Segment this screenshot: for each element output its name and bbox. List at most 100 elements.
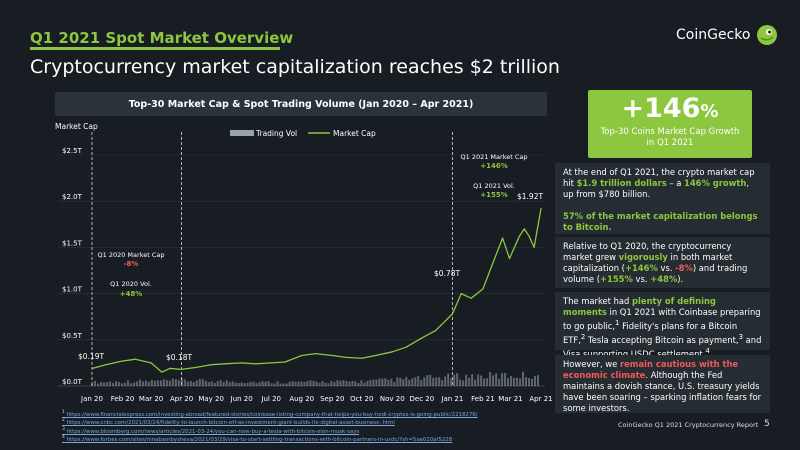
trading-vol-bar [423,377,426,386]
market-cap-point [523,228,525,230]
footnote-link[interactable]: 2 https://www.cnbc.com/2021/03/24/fideli… [62,418,395,427]
trading-vol-bar [186,381,189,386]
market-cap-point [121,360,124,362]
market-cap-point [134,358,136,360]
trading-vol-bar [312,380,315,386]
trading-vol-bar [453,374,456,386]
market-cap-point [374,354,377,357]
x-tick-label: Mar 20 [139,395,163,403]
trading-vol-bar [426,375,429,386]
trading-vol-bar [183,379,186,386]
section-title: Q1 2021 Spot Market Overview [30,29,294,47]
trading-vol-bar [129,383,132,386]
trading-vol-bar [135,381,138,386]
insight-panel-market-cap: At the end of Q1 2021, the crypto market… [555,163,770,234]
x-tick-label: Dec 20 [410,395,435,403]
market-cap-point [435,329,437,332]
growth-percent-sign: % [700,101,719,122]
highlight-market-cap: $1.9 trillion dollars [576,178,667,188]
trading-vol-bar [534,375,537,386]
market-cap-point [421,337,423,339]
insight-panel-moments: The market had plenty of defining moment… [555,292,770,358]
trading-vol-bar [360,380,363,386]
trading-vol-bar [282,383,285,386]
trading-vol-bar [231,381,234,386]
highlight-growth: 146% growth [684,178,747,188]
y-tick-label: $0.5T [62,332,83,340]
trading-vol-bar [270,383,273,386]
market-cap-point [91,367,93,370]
trading-vol-bar [213,382,216,386]
trading-vol-bar [330,380,333,386]
insight-panel-growth: Relative to Q1 2020, the cryptocurrency … [555,237,770,288]
trading-vol-bar [387,379,390,386]
trading-vol-bar [258,381,261,386]
trading-vol-bar [507,378,510,386]
trading-vol-bar [309,380,312,386]
trading-vol-bar [339,380,342,386]
trading-vol-bar [489,372,492,386]
trading-vol-bar [291,381,294,386]
trading-vol-bar [117,381,120,386]
trading-vol-bar [237,382,240,386]
growth-caption-2: in Q1 2021 [646,138,694,148]
trading-vol-bar [519,378,522,386]
trading-vol-bar [252,381,255,386]
trading-vol-bar [432,377,435,386]
trading-vol-bar [153,380,156,386]
trading-vol-bar [189,380,192,386]
market-cap-point [533,246,535,248]
legend-market-cap: Market Cap [333,129,376,138]
trading-vol-bar [99,381,102,386]
highlight-defining-moments: plenty of defining moments [563,296,716,317]
trading-vol-bar [267,381,270,386]
annotation-q1-2021-market-cap: Q1 2021 Market Cap [461,153,528,161]
trading-vol-bar [216,381,219,386]
x-tick-label: Jan 20 [80,395,103,403]
trading-vol-bar [207,382,210,386]
annotation-q1-2020-vol-value: +48% [120,290,143,298]
trading-vol-bar [111,382,114,386]
footnote-link[interactable]: 3 https://www.bloomberg.com/news/article… [62,426,360,435]
trading-vol-bar [363,382,366,386]
trading-vol-bar [357,382,360,386]
y-axis-label: Market Cap [55,122,98,131]
trading-vol-bar [351,380,354,386]
trading-vol-bar [369,379,372,386]
market-cap-point [241,362,243,364]
trading-vol-bar [285,383,288,386]
trading-vol-bar [525,377,528,386]
annotation-q1-2020-market-cap: Q1 2020 Market Cap [98,251,165,259]
footnote-link[interactable]: 1 https://www.financialexpress.com/inves… [62,410,478,418]
market-cap-point [405,346,407,348]
trading-vol-bar [381,378,384,386]
trading-vol-bar [492,375,495,386]
market-cap-chart: Market Cap Trading Vol Market Cap $0.0T $0.5… [55,122,553,403]
footnote-link[interactable]: 4 https://www.forbes.com/sites/ninabamby… [62,435,453,443]
footnotes: 1 https://www.financialexpress.com/inves… [62,410,478,444]
brand: CoinGecko [676,24,778,46]
trading-vol-bar [450,378,453,386]
market-cap-point [345,356,347,358]
market-cap-point [254,363,257,365]
trading-vol-bar [372,379,375,386]
x-tick-label: Aug 20 [289,395,314,403]
point-label-start: $0.19T [78,352,104,361]
trading-vol-bar [513,377,516,386]
headline: Cryptocurrency market capitalization rea… [30,56,560,78]
legend-trading-vol: Trading Vol [255,129,297,138]
y-tick-label: $2.5T [62,147,83,155]
trading-vol-bar [159,380,162,386]
trading-vol-bar [459,379,462,386]
trading-vol-bar [324,382,327,386]
trading-vol-bar [366,380,369,386]
y-tick-label: $1.0T [62,286,83,294]
trading-vol-bar [354,381,357,386]
trading-vol-bar [468,377,471,386]
trading-vol-bar [201,379,204,386]
annotation-q1-2021-market-cap-value: +146% [480,162,508,170]
trading-vol-bar [348,381,351,386]
trading-vol-bar [300,381,303,386]
trading-vol-bar [195,380,198,386]
